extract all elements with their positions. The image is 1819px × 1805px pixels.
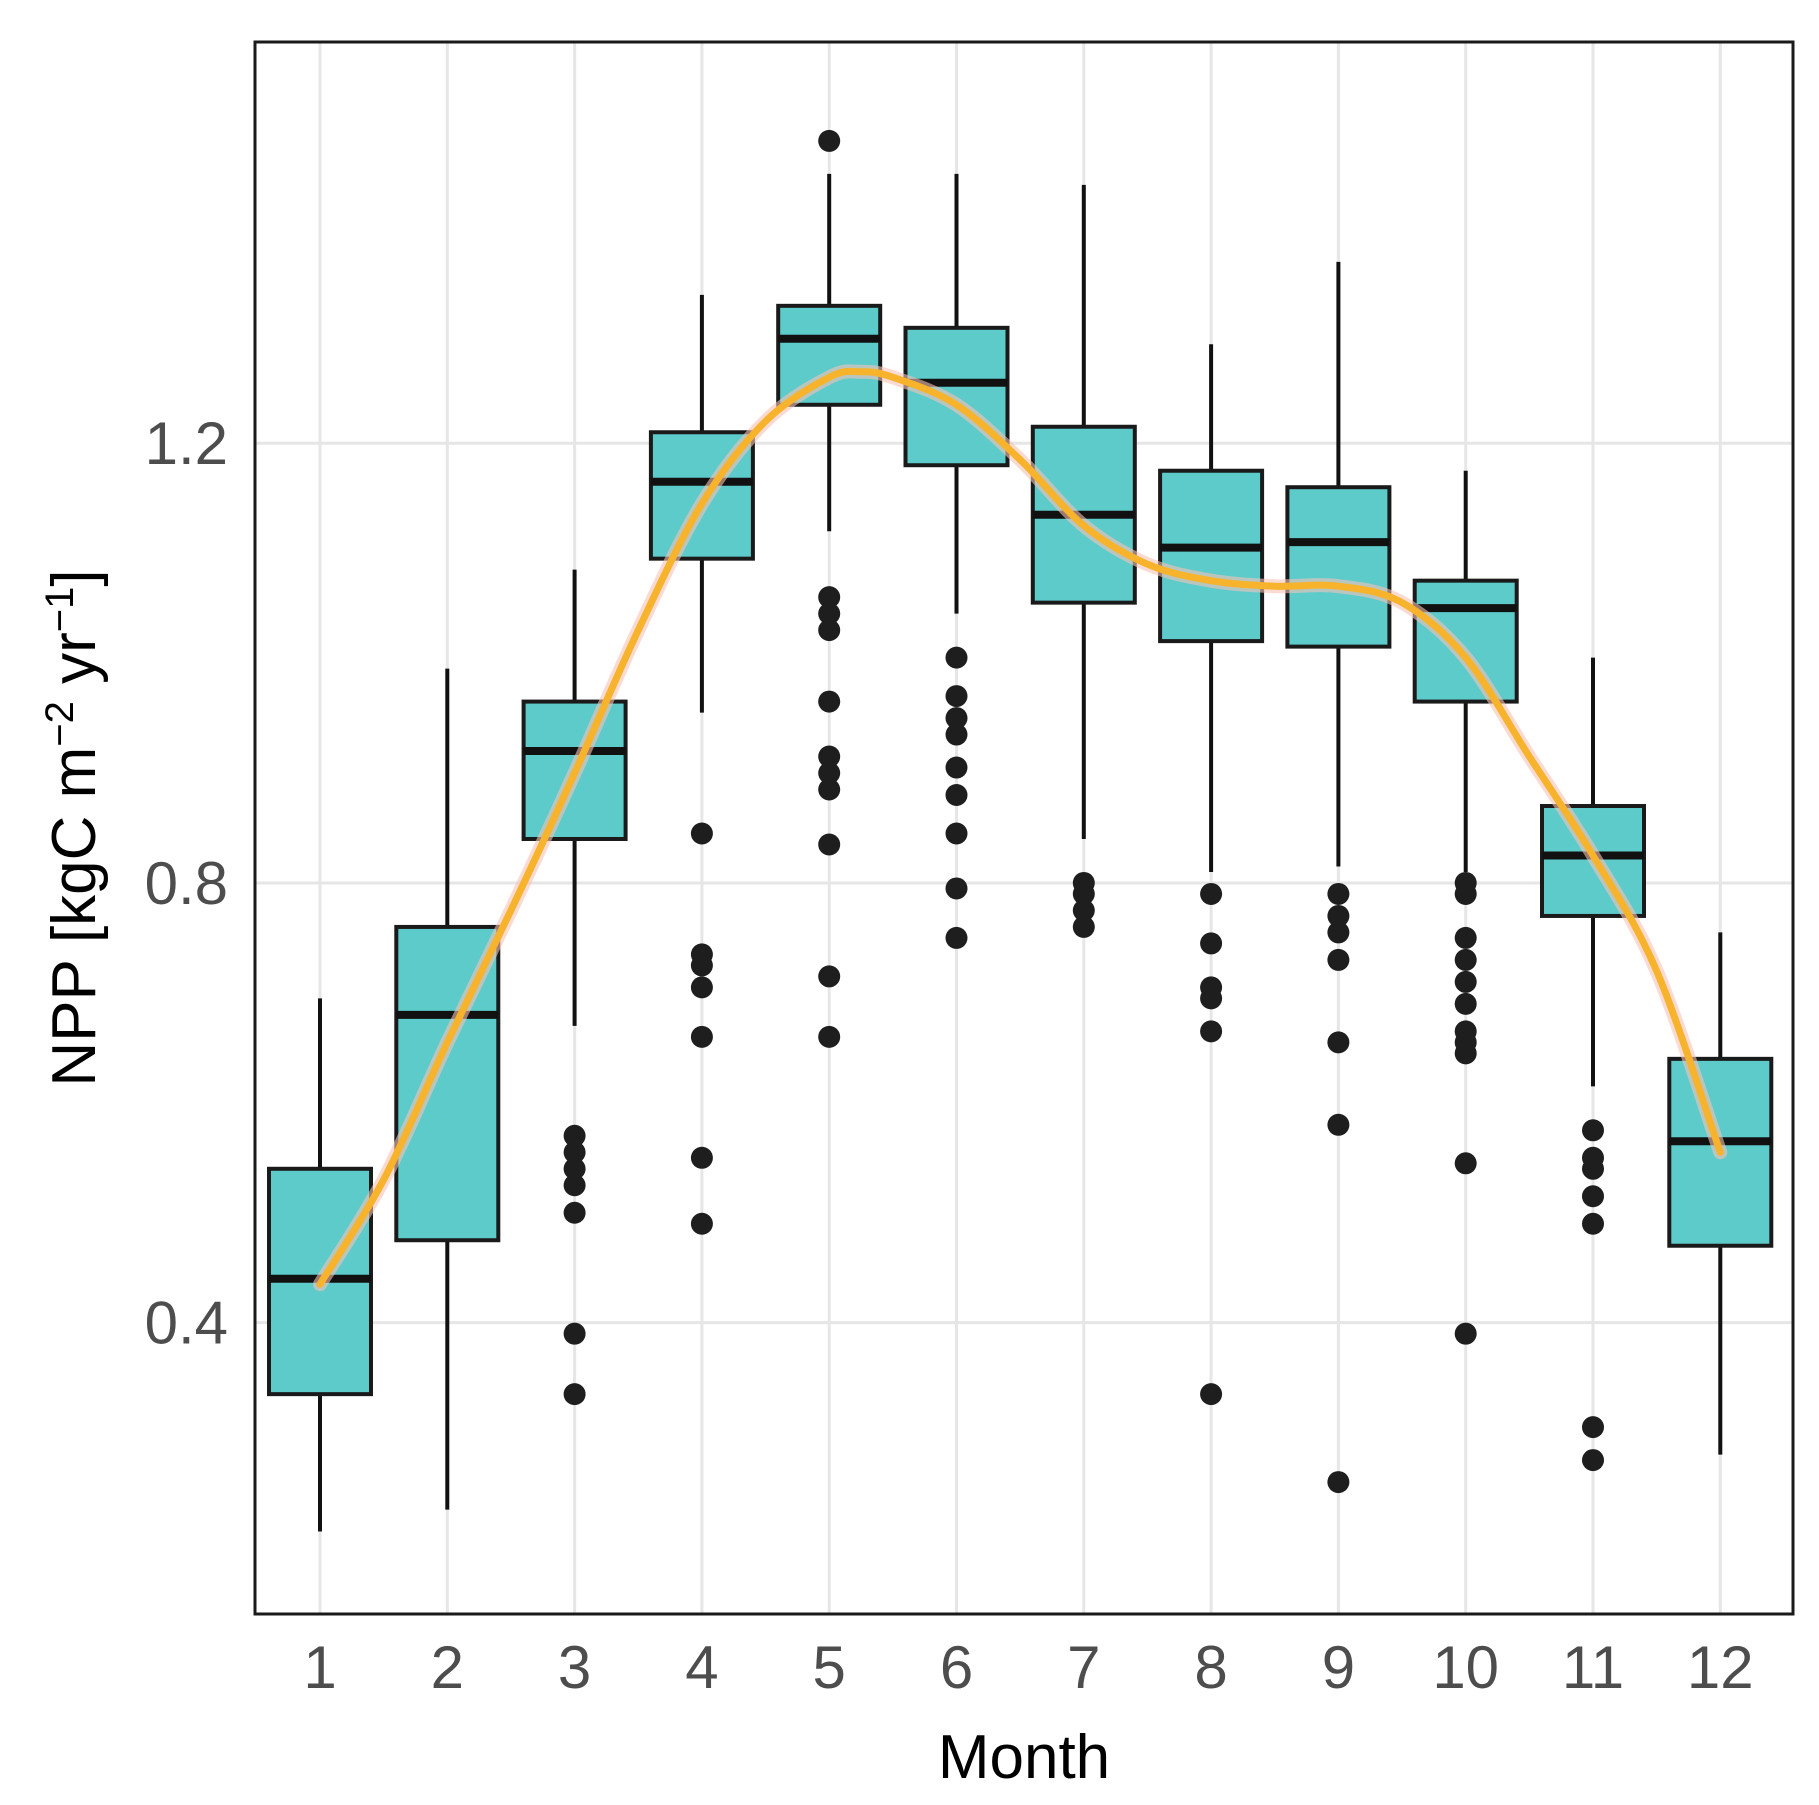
box-iqr xyxy=(1160,471,1262,641)
outlier-point xyxy=(1455,1323,1477,1345)
outlier-point xyxy=(1200,883,1222,905)
outlier-point xyxy=(1200,1020,1222,1042)
y-axis-title: NPP [kgC m−2 yr−1] xyxy=(38,569,109,1086)
outlier-point xyxy=(1582,1185,1604,1207)
box-group xyxy=(906,174,1008,949)
outlier-point xyxy=(1327,1114,1349,1136)
box-iqr xyxy=(778,306,880,405)
outlier-point xyxy=(1327,921,1349,943)
x-axis-ticks: 1 2 3 4 5 6 7 8 9 10 11 12 xyxy=(303,1634,1753,1701)
outlier-point xyxy=(691,1026,713,1048)
y-axis-title-middle: yr xyxy=(40,632,109,701)
outlier-point xyxy=(818,691,840,713)
outlier-point xyxy=(691,954,713,976)
outlier-point xyxy=(818,833,840,855)
outlier-point xyxy=(1327,1031,1349,1053)
outlier-point xyxy=(818,619,840,641)
outlier-point xyxy=(1327,1471,1349,1493)
x-tick-label: 1 xyxy=(303,1634,336,1701)
outlier-point xyxy=(818,965,840,987)
outlier-point xyxy=(946,927,968,949)
x-tick-label: 6 xyxy=(940,1634,973,1701)
outlier-point xyxy=(946,822,968,844)
outlier-point xyxy=(946,685,968,707)
box-group xyxy=(1033,185,1135,938)
outlier-point xyxy=(1582,1119,1604,1141)
x-tick-label: 2 xyxy=(431,1634,464,1701)
outlier-point xyxy=(1455,883,1477,905)
outlier-point xyxy=(946,647,968,669)
box-iqr xyxy=(1287,487,1389,646)
outlier-point xyxy=(1455,1042,1477,1064)
y-axis-title-suffix: ] xyxy=(40,569,109,586)
box-iqr xyxy=(1415,581,1517,702)
box-iqr xyxy=(906,328,1008,465)
outlier-point xyxy=(1455,971,1477,993)
x-tick-label: 3 xyxy=(558,1634,591,1701)
outlier-point xyxy=(946,724,968,746)
outlier-point xyxy=(691,822,713,844)
outlier-point xyxy=(1200,932,1222,954)
outlier-point xyxy=(1582,1449,1604,1471)
outlier-point xyxy=(564,1202,586,1224)
x-tick-label: 9 xyxy=(1322,1634,1355,1701)
outlier-point xyxy=(818,130,840,152)
outlier-point xyxy=(1582,1158,1604,1180)
outlier-point xyxy=(1455,993,1477,1015)
outlier-point xyxy=(1327,883,1349,905)
boxplot-chart: 0.40.81.2 1 2 3 4 5 6 7 8 9 10 11 12 Month NPP [kgC… xyxy=(0,0,1819,1805)
outlier-point xyxy=(1073,916,1095,938)
x-axis-title: Month xyxy=(938,1723,1110,1792)
chart-container: 0.4 0.8 1.2 1 2 3 4 5 6 7 8 9 10 11 12 Month NPP [kgC… xyxy=(0,0,1819,1805)
y-tick-label: 1.2 xyxy=(145,410,228,477)
x-tick-label: 8 xyxy=(1194,1634,1227,1701)
outlier-point xyxy=(1200,1383,1222,1405)
outlier-point xyxy=(564,1174,586,1196)
outlier-point xyxy=(1582,1416,1604,1438)
outlier-point xyxy=(691,1147,713,1169)
outlier-point xyxy=(1455,949,1477,971)
y-tick-label: 0.4 xyxy=(145,1290,228,1357)
x-tick-label: 11 xyxy=(1562,1634,1624,1701)
outlier-point xyxy=(1455,927,1477,949)
outlier-point xyxy=(1582,1213,1604,1235)
x-tick-label: 4 xyxy=(685,1634,718,1701)
box-group xyxy=(396,669,498,1510)
y-axis-title-prefix: NPP [kgC m xyxy=(40,747,109,1087)
x-tick-label: 10 xyxy=(1432,1634,1499,1701)
x-tick-label: 5 xyxy=(813,1634,846,1701)
outlier-point xyxy=(946,877,968,899)
outlier-point xyxy=(818,1026,840,1048)
outlier-point xyxy=(1455,1152,1477,1174)
y-tick-label: 0.8 xyxy=(145,850,228,917)
outlier-point xyxy=(691,1213,713,1235)
x-tick-label: 7 xyxy=(1067,1634,1100,1701)
outlier-point xyxy=(1327,949,1349,971)
y-axis-ticks: 0.4 0.8 1.2 xyxy=(145,410,228,1356)
y-axis-title-exp2: −1 xyxy=(38,587,82,633)
outlier-point xyxy=(564,1323,586,1345)
box-group xyxy=(269,998,371,1531)
outlier-point xyxy=(946,757,968,779)
box-group xyxy=(1669,932,1771,1454)
x-tick-label: 12 xyxy=(1687,1634,1754,1701)
y-axis-title-exp1: −2 xyxy=(38,701,82,747)
outlier-point xyxy=(691,976,713,998)
outlier-point xyxy=(818,779,840,801)
outlier-point xyxy=(946,784,968,806)
outlier-point xyxy=(1200,987,1222,1009)
outlier-point xyxy=(564,1383,586,1405)
